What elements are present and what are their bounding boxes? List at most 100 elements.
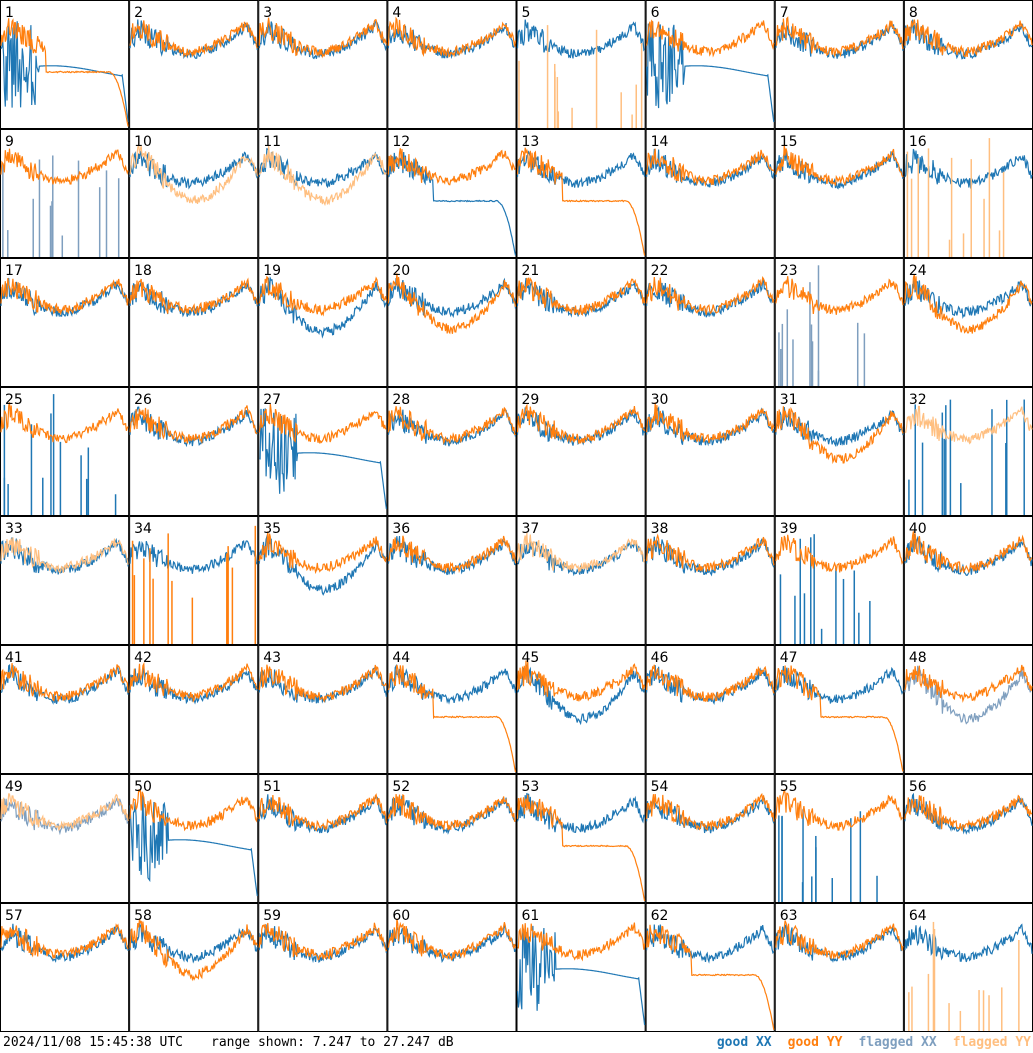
panel-label: 9 <box>5 134 14 150</box>
series-yy <box>0 148 129 185</box>
series-xx <box>775 407 904 447</box>
panel-26: 26 <box>129 387 259 516</box>
panel-label: 25 <box>5 392 23 408</box>
series-xx <box>258 148 387 189</box>
series-yy <box>387 406 516 445</box>
panel-frame <box>387 903 517 1032</box>
panel-label: 57 <box>5 908 23 924</box>
panel-label: 64 <box>909 908 927 924</box>
panel-32: 32 <box>903 387 1033 516</box>
series-yy <box>775 276 904 315</box>
panel-58: 58 <box>129 903 259 1032</box>
panel-25: 25 <box>0 387 130 516</box>
series-xx <box>258 276 387 339</box>
panel-33: 33 <box>0 516 130 645</box>
panel-label: 10 <box>134 134 152 150</box>
panel-frame <box>516 0 646 129</box>
series-xx <box>387 23 517 60</box>
panel-39: 39 <box>774 516 904 645</box>
panel-frame <box>0 258 130 387</box>
series-yy <box>904 664 1033 703</box>
series-yy <box>904 405 1033 445</box>
panel-frame <box>258 645 388 774</box>
panel-label: 5 <box>522 5 531 21</box>
panel-frame <box>774 903 904 1032</box>
panel-18: 18 <box>129 258 259 387</box>
panel-29: 29 <box>516 387 646 516</box>
series-yy <box>646 19 775 58</box>
panel-frame <box>774 774 904 903</box>
panel-7: 7 <box>774 0 904 129</box>
panel-frame <box>645 129 775 258</box>
panel-label: 23 <box>780 263 798 279</box>
series-yy <box>904 274 1033 335</box>
series-xx <box>516 19 646 59</box>
panel-label: 51 <box>263 779 281 795</box>
series-yy <box>646 792 775 832</box>
panel-27: 27 <box>258 387 388 516</box>
series-xx <box>775 21 904 59</box>
series-xx <box>516 792 646 833</box>
panel-43: 43 <box>258 645 388 774</box>
series-yy <box>775 534 904 573</box>
panel-36: 36 <box>387 516 517 645</box>
panel-frame <box>129 387 259 516</box>
panel-label: 20 <box>392 263 410 279</box>
panel-frame <box>129 0 259 129</box>
panel-frame <box>645 645 775 774</box>
panel-4: 4 <box>387 0 517 129</box>
panel-label: 3 <box>263 5 272 21</box>
panel-37: 37 <box>516 516 646 645</box>
panel-label: 31 <box>780 392 798 408</box>
panel-55: 55 <box>774 774 904 903</box>
panel-16: 16 <box>903 129 1033 258</box>
panel-frame <box>645 258 775 387</box>
series-xx <box>258 666 387 704</box>
panel-48: 48 <box>903 645 1033 774</box>
panel-35: 35 <box>258 516 388 645</box>
panel-56: 56 <box>903 774 1033 903</box>
panel-frame <box>903 0 1033 129</box>
panel-3: 3 <box>258 0 388 129</box>
series-yy <box>646 148 775 187</box>
panel-30: 30 <box>645 387 775 516</box>
panel-61: 61 <box>516 903 646 1032</box>
panel-frame <box>258 129 388 258</box>
panel-frame <box>774 516 904 645</box>
panel-label: 61 <box>522 908 540 924</box>
panel-frame <box>645 0 775 129</box>
series-yy <box>0 537 129 574</box>
panel-frame <box>516 387 646 516</box>
panel-frame <box>516 516 646 645</box>
series-xx <box>387 663 517 705</box>
series-yy <box>258 403 387 444</box>
series-yy <box>904 794 1033 832</box>
series-xx <box>0 21 129 123</box>
series-xx <box>904 792 1033 835</box>
legend-flagged-xx: flagged XX <box>858 1035 937 1050</box>
series-yy <box>904 19 1033 58</box>
series-yy <box>516 660 646 702</box>
panel-label: 13 <box>522 134 540 150</box>
panel-frame <box>258 258 388 387</box>
series-yy <box>258 664 387 703</box>
panel-label: 42 <box>134 650 152 666</box>
panel-44: 44 <box>387 645 517 774</box>
panel-57: 57 <box>0 903 130 1032</box>
panel-label: 53 <box>522 779 540 795</box>
panel-20: 20 <box>387 258 517 387</box>
series-yy <box>258 531 387 575</box>
series-xx <box>0 537 129 575</box>
series-yy <box>516 403 646 444</box>
series-yy <box>129 20 258 58</box>
panel-label: 50 <box>134 779 152 795</box>
series-yy <box>646 533 775 573</box>
panel-label: 54 <box>651 779 669 795</box>
panel-frame <box>387 387 517 516</box>
panel-label: 33 <box>5 521 23 537</box>
panel-38: 38 <box>645 516 775 645</box>
panel-label: 38 <box>651 521 669 537</box>
series-xx <box>775 665 904 704</box>
panel-63: 63 <box>774 903 904 1032</box>
